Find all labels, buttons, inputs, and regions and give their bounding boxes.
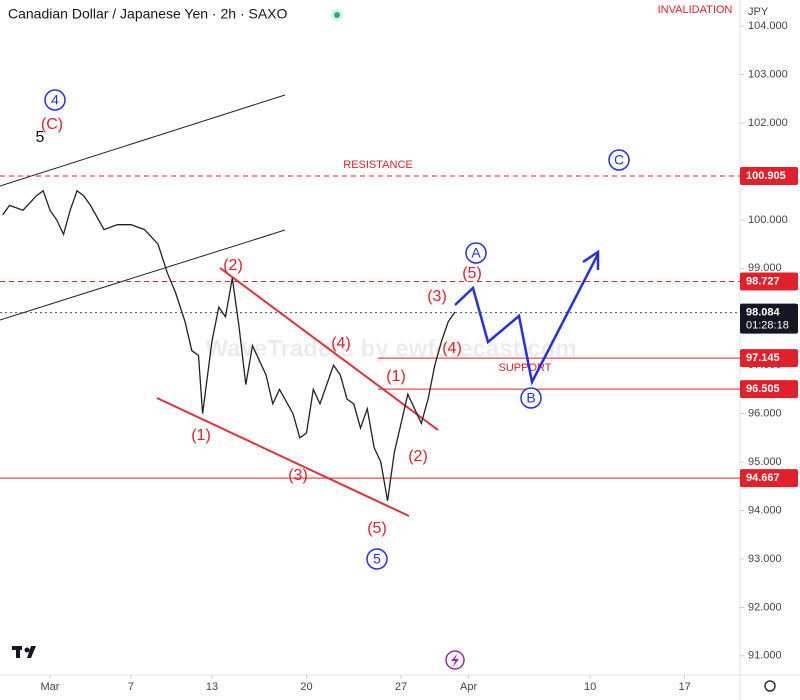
y-tick-label: 92.000: [748, 601, 782, 613]
wave-label: (3): [427, 288, 447, 305]
x-tick-label: 7: [128, 681, 134, 693]
level-label: 100.905: [746, 170, 786, 182]
wedge: [156, 267, 439, 517]
level-badge: [740, 167, 798, 186]
wave-label: B: [526, 390, 535, 406]
wave-label: A: [471, 245, 481, 261]
level-label: 98.727: [746, 275, 780, 287]
y-tick-label: 100.000: [748, 214, 788, 226]
wave-label: (5): [462, 265, 482, 282]
y-tick-label: 95.000: [748, 456, 782, 468]
wave-circle: [366, 548, 388, 570]
channel: [0, 94, 286, 321]
y-tick-label: 94.000: [748, 504, 782, 516]
x-tick-label: 13: [206, 681, 218, 693]
wave-label: (2): [408, 448, 428, 465]
settings-icon[interactable]: [764, 680, 776, 692]
wave-label: 5: [373, 551, 381, 567]
y-tick-label: 102.000: [748, 117, 788, 129]
level-label: 96.505: [746, 383, 780, 395]
x-tick-label: Mar: [40, 681, 59, 693]
level-badge: [740, 272, 798, 291]
status-dot-inner: [334, 12, 340, 18]
level-note: RESISTANCE: [343, 159, 412, 171]
level-badge: [740, 349, 798, 368]
price-line: [2, 189, 456, 501]
y-tick-label: 96.000: [748, 408, 782, 420]
wave-label: (1): [191, 427, 211, 444]
level-label: 98.084: [746, 307, 781, 319]
y-tick-label: 99.000: [748, 262, 782, 274]
wave-circle: [44, 89, 66, 111]
tv-logo: [12, 646, 36, 658]
wave-circle: [465, 242, 487, 264]
x-tick-label: 27: [395, 681, 407, 693]
y-tick-label: 91.000: [748, 650, 782, 662]
level-badge: [740, 303, 798, 334]
wave-label: 4: [51, 92, 59, 108]
wave-label: (4): [331, 335, 351, 352]
events-icon[interactable]: [445, 650, 465, 670]
chart-title: Canadian Dollar / Japanese Yen · 2h · SA…: [8, 6, 288, 22]
level-label: 97.145: [746, 352, 780, 364]
y-tick-label: 104.000: [748, 20, 788, 32]
level-badge: [740, 469, 798, 488]
currency[interactable]: JPY: [748, 6, 769, 18]
x-tick-label: 20: [300, 681, 312, 693]
wave-circle: [608, 149, 630, 171]
x-tick-label: Apr: [460, 681, 477, 693]
wave-circle: [520, 387, 542, 409]
wave-label: C: [614, 152, 624, 168]
wave-label: (2): [223, 257, 243, 274]
y-tick-label: 93.000: [748, 553, 782, 565]
wave-label: (1): [386, 368, 406, 385]
wave-label: (5): [367, 520, 387, 537]
events-icon-bolt: [451, 654, 459, 667]
x-tick-label: 17: [679, 681, 691, 693]
level-note: INVALIDATION: [658, 4, 733, 16]
wave-label: (3): [288, 467, 308, 484]
countdown: 01:28:18: [746, 320, 789, 332]
level-label: 94.667: [746, 472, 780, 484]
projection: [454, 249, 600, 386]
level-badge: [740, 380, 798, 399]
level-note: SUPPORT: [499, 362, 552, 374]
y-tick-label: 103.000: [748, 68, 788, 80]
wave-label: 5: [36, 129, 45, 146]
x-tick-label: 10: [584, 681, 596, 693]
wave-label: (4): [442, 340, 462, 357]
wave-label: (C): [41, 116, 63, 133]
